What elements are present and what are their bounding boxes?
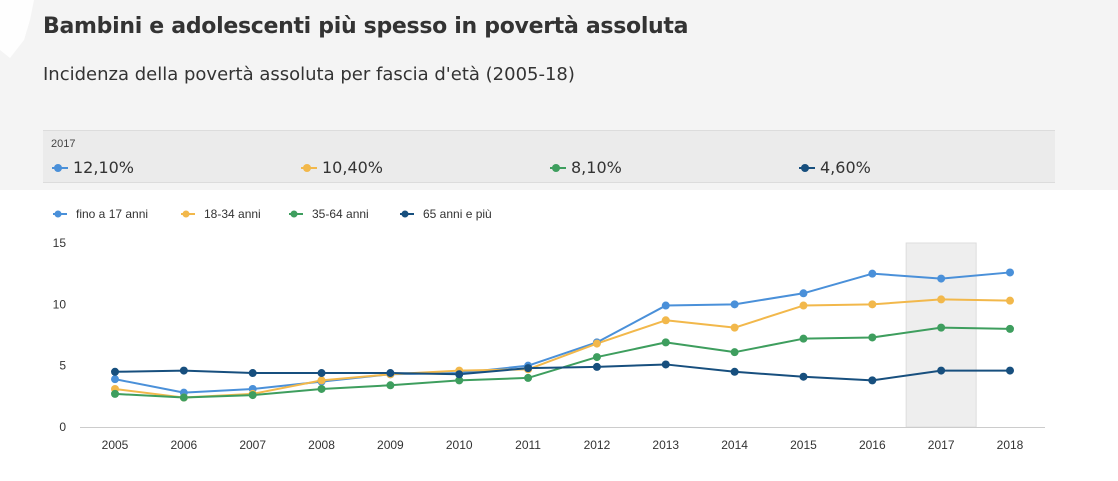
info-box: 2017 12,10% 10,40% 8,10% (43, 130, 1055, 183)
legend-marker-3 (401, 210, 409, 218)
series-line-1 (114, 298, 1011, 399)
legend-marker-0 (54, 210, 62, 218)
data-point-2-2016 (868, 333, 877, 342)
series-marker-icon (52, 163, 68, 172)
info-item-35-64-anni: 8,10% (549, 158, 622, 177)
series-marker-icon (301, 163, 317, 172)
info-item-value: 12,10% (73, 158, 135, 177)
data-point-2-2017 (937, 323, 946, 332)
data-point-0-2005 (111, 375, 119, 384)
info-item-18-34-anni: 10,40% (300, 158, 383, 177)
y-tick-label: 15 (53, 236, 67, 250)
legend-label-0: fino a 17 anni (76, 207, 148, 221)
data-point-2-2015 (799, 334, 808, 343)
data-point-2-2011 (524, 373, 533, 382)
x-tick-label: 2016 (859, 438, 886, 452)
data-point-3-2011 (524, 364, 533, 373)
legend-marker-2 (290, 210, 298, 218)
data-point-0-2016 (868, 269, 877, 278)
legend: fino a 17 anni 18-34 anni 35-64 anni 65 ann… (53, 207, 492, 221)
data-point-2-2009 (386, 381, 395, 390)
x-tick-label: 2007 (239, 438, 266, 452)
data-point-1-2018 (1006, 296, 1014, 305)
data-point-1-2015 (799, 301, 808, 310)
y-tick-label: 0 (59, 420, 66, 434)
data-point-2-2013 (661, 338, 670, 347)
axis-layer: 2005 2006 2007 2008 2009 2010 2011 2012 2013 2014… (53, 236, 1045, 452)
info-item-value: 10,40% (322, 158, 384, 177)
data-point-3-2005 (111, 367, 119, 376)
data-point-2-2005 (111, 389, 119, 398)
data-point-0-2018 (1006, 268, 1014, 277)
data-point-2-2006 (179, 393, 188, 402)
x-tick-label: 2018 (997, 438, 1024, 452)
data-point-1-2013 (661, 316, 670, 325)
data-point-1-2016 (868, 300, 877, 309)
x-tick-label: 2017 (928, 438, 955, 452)
chart-subtitle: Incidenza della povertà assoluta per fas… (43, 64, 575, 85)
data-point-3-2013 (661, 360, 670, 369)
x-tick-label: 2005 (102, 438, 129, 452)
data-point-0-2013 (661, 301, 670, 310)
series-layer (111, 268, 1014, 402)
data-point-1-2014 (730, 323, 739, 332)
x-tick-label: 2009 (377, 438, 404, 452)
data-point-1-2017 (937, 295, 946, 304)
data-point-1-2008 (317, 376, 326, 385)
data-point-3-2012 (592, 362, 601, 371)
chart-title: Bambini e adolescenti più spesso in pove… (43, 14, 689, 39)
legend-label-1: 18-34 anni (204, 207, 261, 221)
data-point-2-2014 (730, 348, 739, 357)
data-point-3-2008 (317, 369, 326, 378)
data-point-2-2008 (317, 384, 326, 393)
x-tick-label: 2010 (446, 438, 473, 452)
data-point-3-2014 (730, 367, 739, 376)
data-point-3-2017 (937, 366, 946, 375)
info-box-year: 2017 (51, 138, 76, 150)
x-tick-label: 2008 (308, 438, 335, 452)
x-tick-label: 2006 (170, 438, 197, 452)
y-tick-label: 10 (53, 297, 67, 311)
data-point-2-2012 (592, 353, 601, 362)
data-point-2-2007 (248, 391, 257, 400)
data-point-0-2015 (799, 289, 808, 298)
x-tick-label: 2012 (584, 438, 611, 452)
series-line-3 (114, 363, 1010, 382)
data-point-3-2015 (799, 372, 808, 381)
data-point-3-2007 (248, 369, 257, 378)
background-shape (0, 0, 34, 58)
legend-label-2: 35-64 anni (312, 207, 369, 221)
data-point-2-2018 (1006, 324, 1014, 333)
series-marker-icon (550, 163, 566, 172)
y-tick-label: 5 (59, 359, 66, 373)
legend-label-3: 65 anni e più (423, 207, 492, 221)
highlight-band (905, 242, 977, 428)
data-point-1-2012 (592, 339, 601, 348)
data-point-0-2017 (937, 274, 946, 283)
data-point-3-2016 (868, 376, 877, 385)
x-tick-label: 2014 (721, 438, 748, 452)
data-point-3-2006 (179, 366, 188, 375)
line-chart: 2005 2006 2007 2008 2009 2010 2011 2012 2013 2014… (53, 207, 1045, 452)
info-item-fino-a-17-anni: 12,10% (51, 158, 134, 177)
series-marker-icon (799, 163, 815, 172)
x-tick-label: 2015 (790, 438, 817, 452)
chart-area: 2005 2006 2007 2008 2009 2010 2011 2012 2013 2014… (0, 190, 1118, 481)
data-point-3-2018 (1006, 366, 1014, 375)
highlight-band-layer (905, 242, 977, 428)
info-item-value: 4,60% (820, 158, 871, 177)
x-tick-label: 2013 (652, 438, 679, 452)
data-point-3-2010 (455, 370, 464, 379)
info-item-value: 8,10% (571, 158, 622, 177)
x-tick-label: 2011 (515, 438, 541, 452)
legend-marker-1 (182, 210, 190, 218)
data-point-3-2009 (386, 369, 395, 378)
series-line-0 (114, 271, 1011, 394)
data-point-2-2010 (455, 376, 464, 385)
data-point-0-2014 (730, 300, 739, 309)
info-item-65-anni-e-piu: 4,60% (798, 158, 871, 177)
